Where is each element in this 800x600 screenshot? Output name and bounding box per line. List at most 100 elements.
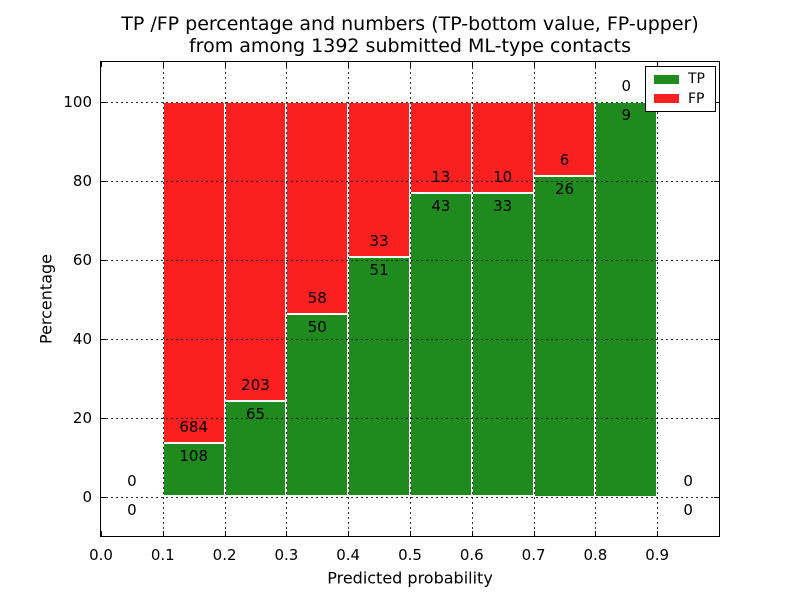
tp-count-label: 9 — [621, 105, 632, 124]
v-gridline — [286, 62, 288, 536]
legend-item-tp: TP — [654, 72, 715, 86]
x-tick-mark — [101, 531, 102, 536]
fp-count-label: 10 — [493, 168, 513, 187]
legend-label: TP — [688, 71, 705, 88]
x-tick-label: 0.5 — [398, 546, 422, 564]
bar-tp-segment — [286, 313, 349, 497]
x-tick-mark — [410, 531, 411, 536]
tp-count-label: 0 — [127, 500, 137, 519]
bar-tp-segment — [348, 256, 410, 497]
fp-count-label: 58 — [307, 288, 327, 307]
fp-count-label: 0 — [683, 471, 693, 490]
y-tick-mark — [101, 496, 106, 498]
x-tick-mark-top — [595, 62, 597, 67]
fp-count-label: 0 — [621, 76, 632, 95]
x-tick-mark-top — [471, 62, 473, 67]
y-tick-label: 80 — [72, 171, 92, 190]
tp-count-label: 26 — [554, 179, 575, 198]
fp-count-label: 6 — [559, 150, 570, 169]
tp-count-label: 33 — [493, 197, 513, 216]
bar-tp-segment — [471, 193, 534, 497]
x-tick-label: 0.7 — [521, 546, 546, 564]
y-tick-mark — [101, 417, 106, 419]
tp-count-label: 0 — [683, 500, 693, 519]
x-tick-label: 0.8 — [583, 546, 608, 564]
bar-tp-segment — [595, 101, 658, 497]
x-tick-label: 0.2 — [212, 546, 237, 564]
y-tick-mark-right — [714, 338, 719, 340]
x-tick-mark — [348, 531, 350, 536]
bar-tp-segment — [533, 175, 596, 497]
y-tick-label: 60 — [72, 250, 92, 269]
fp-count-label: 13 — [431, 168, 451, 187]
x-tick-mark — [162, 531, 164, 536]
x-tick-label: 0.0 — [89, 546, 113, 564]
legend-swatch-tp — [654, 74, 679, 84]
fp-count-label: 203 — [241, 375, 270, 394]
y-tick-label: 40 — [72, 329, 92, 348]
x-tick-mark-top — [533, 62, 535, 67]
legend-item-fp: FP — [654, 92, 715, 106]
bar-fp-segment — [286, 101, 349, 314]
bar-tp-segment — [224, 400, 287, 497]
x-tick-mark-top — [348, 62, 350, 67]
x-tick-label: 0.9 — [645, 546, 670, 564]
v-gridline — [657, 62, 659, 536]
x-tick-label: 0.6 — [459, 546, 484, 564]
legend-swatch-fp — [654, 94, 679, 104]
chart-title-line2: from among 1392 submitted ML-type contac… — [188, 35, 632, 57]
x-tick-label: 0.4 — [336, 546, 361, 564]
x-tick-mark — [286, 531, 288, 536]
v-gridline — [162, 62, 164, 536]
tp-count-label: 108 — [179, 446, 209, 465]
legend-label: FP — [688, 90, 705, 107]
bar-fp-segment — [224, 101, 287, 401]
x-tick-mark-top — [162, 62, 164, 67]
v-gridline — [224, 62, 226, 536]
x-tick-label: 0.3 — [274, 546, 299, 564]
v-gridline — [410, 62, 411, 536]
x-tick-mark — [533, 531, 535, 536]
y-tick-label: 20 — [72, 408, 92, 427]
plot-area: 0 0 684 108 203 65 58 50 33 51 13 43 10 33 6 26 0 9 0 0 — [100, 61, 720, 537]
x-axis-label: Predicted probability — [327, 568, 493, 588]
x-tick-mark-top — [224, 62, 226, 67]
chart-title: TP /FP percentage and numbers (TP-bottom… — [100, 13, 720, 57]
chart-title-line1: TP /FP percentage and numbers (TP-bottom… — [121, 13, 699, 35]
y-tick-mark — [101, 101, 106, 103]
x-tick-label: 0.1 — [150, 546, 175, 564]
fp-count-label: 0 — [127, 471, 137, 490]
x-tick-mark-top — [410, 62, 411, 67]
tp-count-label: 43 — [431, 197, 451, 216]
legend: TP FP — [645, 66, 716, 112]
v-gridline — [533, 62, 535, 536]
y-tick-mark-right — [714, 259, 719, 261]
tp-count-label: 65 — [245, 404, 266, 423]
y-tick-label: 100 — [63, 92, 92, 111]
x-tick-mark — [595, 531, 597, 536]
y-tick-mark — [101, 180, 106, 182]
fp-count-label: 33 — [369, 231, 389, 250]
x-tick-mark-top — [657, 62, 659, 67]
y-tick-mark-right — [714, 417, 719, 419]
v-gridline — [348, 62, 350, 536]
tp-count-label: 51 — [369, 260, 389, 279]
y-tick-mark — [101, 259, 106, 261]
bar-tp-segment — [162, 442, 225, 497]
fp-count-label: 684 — [179, 417, 209, 436]
y-tick-mark — [101, 338, 106, 340]
bar-fp-segment — [410, 101, 472, 194]
x-tick-mark — [657, 531, 659, 536]
y-tick-mark-right — [714, 180, 719, 182]
y-tick-mark-right — [714, 101, 719, 103]
y-tick-mark-right — [714, 496, 719, 498]
v-gridline — [595, 62, 597, 536]
x-tick-mark-top — [286, 62, 288, 67]
x-tick-mark — [224, 531, 226, 536]
bar-fp-segment — [162, 101, 225, 443]
tp-count-label: 50 — [307, 317, 327, 336]
y-tick-label: 0 — [82, 487, 92, 506]
v-gridline — [471, 62, 473, 536]
bar-tp-segment — [410, 193, 472, 497]
